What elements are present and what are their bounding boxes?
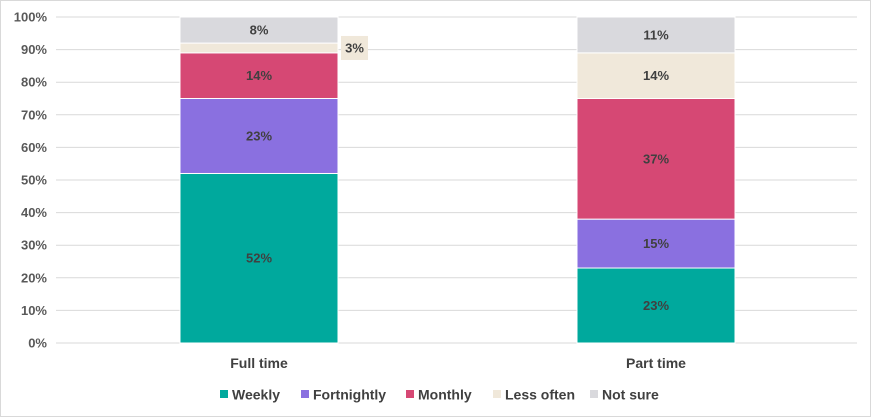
- bar-segment-monthly: [179, 52, 339, 99]
- x-axis-categories: Full time Part time: [230, 355, 686, 371]
- bar-segment-fortnightly: [576, 218, 736, 269]
- x-category-label: Full time: [230, 355, 288, 371]
- y-tick-label: 70%: [21, 107, 47, 122]
- legend-label: Not sure: [602, 387, 659, 403]
- data-label: 8%: [250, 23, 269, 38]
- y-tick-label: 10%: [21, 303, 47, 318]
- legend-swatch: [301, 390, 309, 398]
- data-label: 23%: [643, 298, 669, 313]
- legend-swatch: [220, 390, 228, 398]
- y-axis-ticks: 0% 10% 20% 30% 40% 50% 60% 70% 80% 90% 100%: [14, 10, 48, 351]
- bar-segment-not-sure: [576, 16, 736, 54]
- bar-segment-weekly: [179, 172, 339, 344]
- y-tick-label: 100%: [14, 10, 48, 25]
- data-label-callout: [341, 35, 368, 60]
- data-label: 14%: [246, 68, 272, 83]
- y-tick-label: 80%: [21, 75, 47, 90]
- legend-swatch: [493, 390, 501, 398]
- data-label: 52%: [246, 251, 272, 266]
- y-tick-label: 60%: [21, 140, 47, 155]
- data-label: 37%: [643, 151, 669, 166]
- data-label: 15%: [643, 236, 669, 251]
- legend-label: Less often: [505, 387, 575, 403]
- bar-segment-monthly: [576, 98, 736, 220]
- data-label: 11%: [643, 27, 669, 42]
- data-label: 23%: [246, 128, 272, 143]
- bar-segment-weekly: [576, 267, 736, 344]
- legend-label: Weekly: [232, 387, 280, 403]
- bar-segment-less-often: [179, 42, 339, 54]
- y-tick-label: 40%: [21, 205, 47, 220]
- legend-swatch: [406, 390, 414, 398]
- y-tick-label: 0%: [28, 336, 47, 351]
- bars: [179, 16, 736, 344]
- y-tick-label: 30%: [21, 238, 47, 253]
- legend: Weekly Fortnightly Monthly Less often Not su…: [220, 387, 659, 403]
- data-labels: 52% 23% 14% 3% 8% 23% 15% 37% 14% 11%: [246, 23, 669, 313]
- bar-segment-not-sure: [179, 16, 339, 44]
- y-tick-label: 20%: [21, 270, 47, 285]
- bar-segment-fortnightly: [179, 98, 339, 174]
- data-label: 3%: [345, 40, 364, 55]
- legend-swatch: [590, 390, 598, 398]
- y-tick-label: 50%: [21, 173, 47, 188]
- y-tick-label: 90%: [21, 42, 47, 57]
- legend-label: Monthly: [418, 387, 472, 403]
- gridlines: [56, 16, 857, 344]
- x-category-label: Part time: [626, 355, 686, 371]
- data-label: 14%: [643, 68, 669, 83]
- legend-label: Fortnightly: [313, 387, 386, 403]
